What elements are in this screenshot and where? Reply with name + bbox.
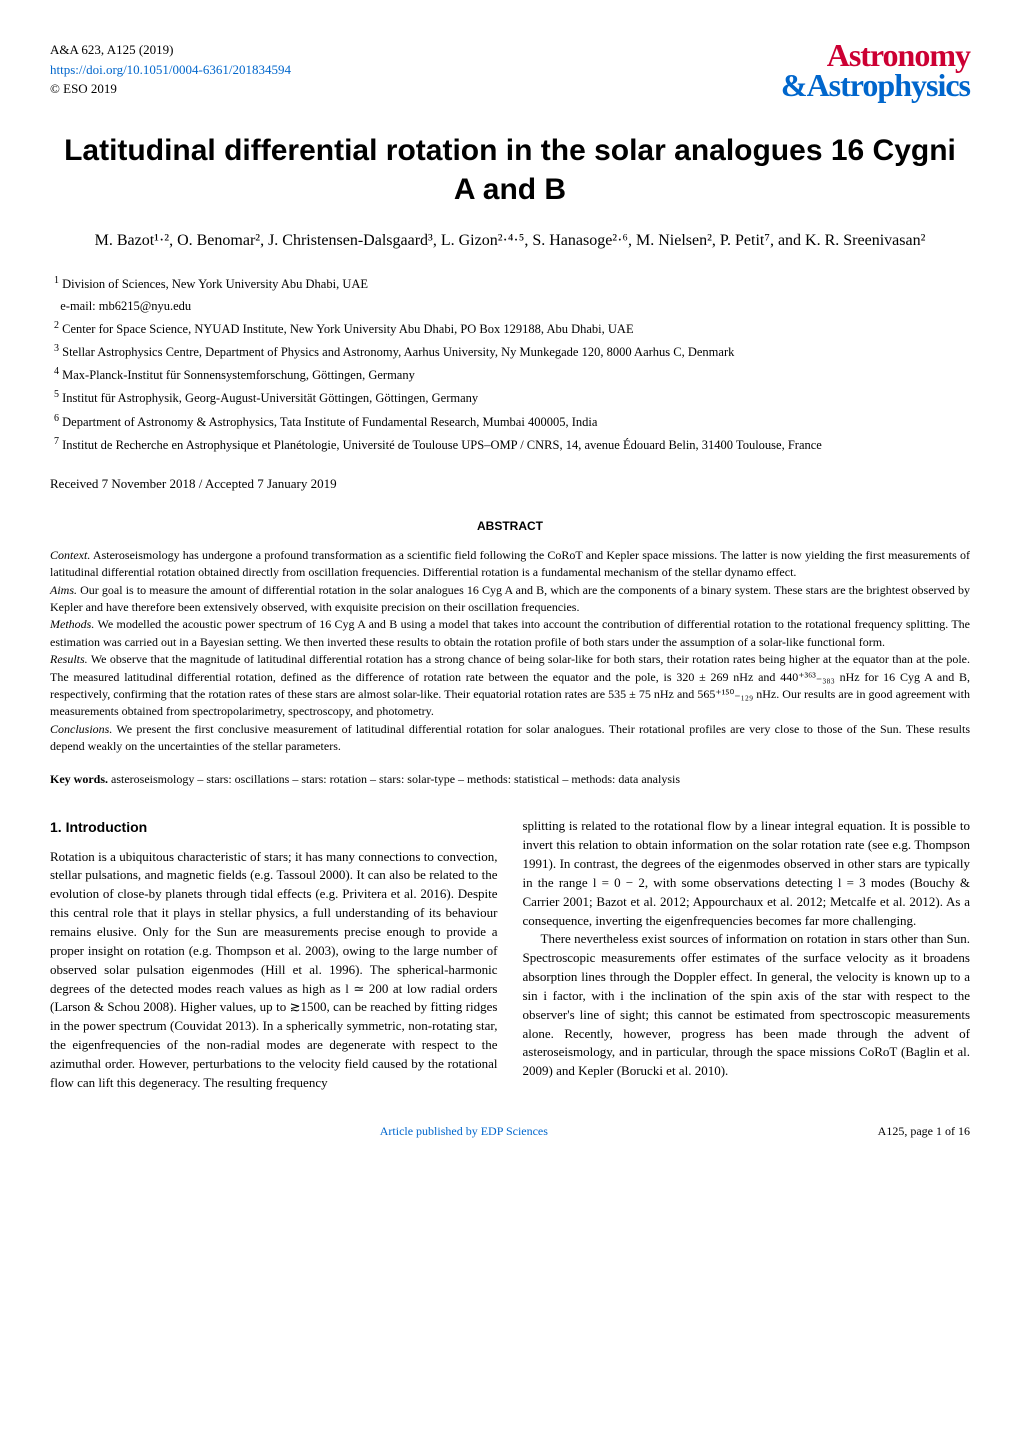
methods-label: Methods. (50, 617, 94, 631)
keywords-label: Key words. (50, 772, 108, 786)
affiliations-block: 1 Division of Sciences, New York Univers… (50, 273, 970, 455)
right-column: splitting is related to the rotational f… (523, 817, 971, 1092)
aff-text: Department of Astronomy & Astrophysics, … (62, 415, 597, 429)
logo-bottom: Astrophysics (807, 67, 970, 103)
aims-label: Aims. (50, 583, 77, 597)
authors-list: M. Bazot¹·², O. Benomar², J. Christensen… (50, 229, 970, 253)
affiliation-email: e-mail: mb6215@nyu.edu (50, 296, 970, 316)
intro-paragraph-2: There nevertheless exist sources of info… (523, 930, 971, 1081)
email-text: e-mail: mb6215@nyu.edu (60, 299, 191, 313)
logo-amp: & (781, 67, 807, 103)
aff-num: 4 (54, 366, 59, 377)
abstract-header: ABSTRACT (50, 518, 970, 535)
affiliation: 6 Department of Astronomy & Astrophysics… (50, 411, 970, 432)
affiliation: 2 Center for Space Science, NYUAD Instit… (50, 318, 970, 339)
astrophysics-logo-text: &Astrophysics (781, 70, 970, 100)
copyright: © ESO 2019 (50, 79, 291, 99)
aff-text: Division of Sciences, New York Universit… (62, 277, 368, 291)
conclusions-label: Conclusions. (50, 722, 112, 736)
keywords-row: Key words. asteroseismology – stars: osc… (50, 771, 970, 788)
aff-text: Max-Planck-Institut für Sonnensystemfors… (62, 368, 415, 382)
intro-paragraph-1: Rotation is a ubiquitous characteristic … (50, 848, 498, 1093)
keywords-text: asteroseismology – stars: oscillations –… (108, 772, 680, 786)
affiliation: 1 Division of Sciences, New York Univers… (50, 273, 970, 294)
left-column: 1. Introduction Rotation is a ubiquitous… (50, 817, 498, 1092)
section-1-header: 1. Introduction (50, 817, 498, 837)
body-columns: 1. Introduction Rotation is a ubiquitous… (50, 817, 970, 1092)
aff-text: Stellar Astrophysics Centre, Department … (62, 345, 734, 359)
affiliation: 5 Institut für Astrophysik, Georg-August… (50, 387, 970, 408)
aff-num: 6 (54, 413, 59, 424)
header-left: A&A 623, A125 (2019) https://doi.org/10.… (50, 40, 291, 99)
journal-logo: Astronomy &Astrophysics (781, 40, 970, 101)
results-label: Results. (50, 652, 88, 666)
abstract-body: Context. Asteroseismology has undergone … (50, 547, 970, 756)
aff-num: 3 (54, 343, 59, 354)
intro-paragraph-1-cont: splitting is related to the rotational f… (523, 817, 971, 930)
methods-text: We modelled the acoustic power spectrum … (50, 617, 970, 648)
header-row: A&A 623, A125 (2019) https://doi.org/10.… (50, 40, 970, 101)
footer-page-number: A125, page 1 of 16 (878, 1123, 970, 1140)
astronomy-logo-text: Astronomy (781, 40, 970, 70)
aff-num: 5 (54, 389, 59, 400)
received-accepted-dates: Received 7 November 2018 / Accepted 7 Ja… (50, 475, 970, 493)
affiliation: 7 Institut de Recherche en Astrophysique… (50, 434, 970, 455)
aff-text: Center for Space Science, NYUAD Institut… (62, 322, 633, 336)
context-text: Asteroseismology has undergone a profoun… (50, 548, 970, 579)
aff-num: 2 (54, 320, 59, 331)
affiliation: 4 Max-Planck-Institut für Sonnensystemfo… (50, 364, 970, 385)
aff-text: Institut für Astrophysik, Georg-August-U… (62, 392, 478, 406)
page-footer: Article published by EDP Sciences A125, … (50, 1123, 970, 1140)
aims-text: Our goal is to measure the amount of dif… (50, 583, 970, 614)
conclusions-text: We present the first conclusive measurem… (50, 722, 970, 753)
footer-publisher[interactable]: Article published by EDP Sciences (380, 1123, 548, 1140)
context-label: Context. (50, 548, 90, 562)
affiliation: 3 Stellar Astrophysics Centre, Departmen… (50, 341, 970, 362)
article-title: Latitudinal differential rotation in the… (50, 131, 970, 209)
journal-reference: A&A 623, A125 (2019) (50, 40, 291, 60)
results-text: We observe that the magnitude of latitud… (50, 652, 970, 718)
aff-num: 7 (54, 436, 59, 447)
aff-num: 1 (54, 275, 59, 286)
aff-text: Institut de Recherche en Astrophysique e… (62, 438, 822, 452)
doi-link[interactable]: https://doi.org/10.1051/0004-6361/201834… (50, 60, 291, 80)
